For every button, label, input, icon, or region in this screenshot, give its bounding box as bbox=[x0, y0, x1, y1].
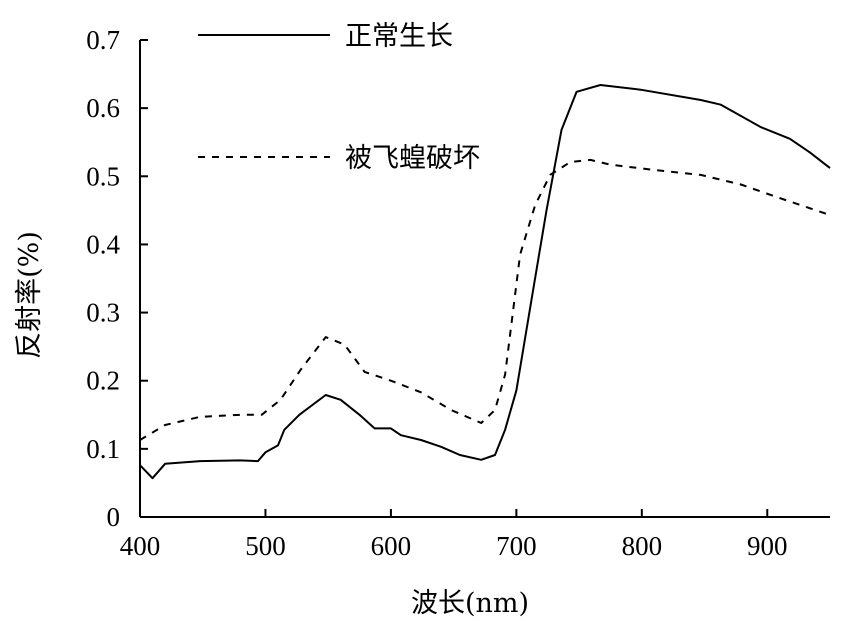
legend-label-normal: 正常生长 bbox=[345, 21, 453, 52]
y-tick-label: 0.7 bbox=[86, 25, 120, 55]
x-tick-label: 900 bbox=[747, 531, 788, 561]
y-tick-label: 0.2 bbox=[86, 366, 120, 396]
x-tick-label: 600 bbox=[371, 531, 412, 561]
x-tick-label: 800 bbox=[622, 531, 663, 561]
x-tick-label: 400 bbox=[120, 531, 161, 561]
y-tick-label: 0 bbox=[107, 502, 121, 532]
x-axis-label: 波长(nm) bbox=[411, 588, 529, 619]
y-tick-label: 0.3 bbox=[86, 298, 120, 328]
series-line-normal bbox=[139, 84, 831, 480]
y-tick-label: 0.4 bbox=[86, 229, 120, 259]
y-tick-label: 0.1 bbox=[86, 434, 120, 464]
legend: 正常生长 被飞蝗破坏 bbox=[198, 21, 480, 174]
legend-label-damaged: 被飞蝗破坏 bbox=[345, 143, 480, 174]
series-group bbox=[139, 84, 831, 480]
x-tick-label: 700 bbox=[496, 531, 537, 561]
series-line-damaged bbox=[139, 158, 831, 441]
y-tick-label: 0.5 bbox=[86, 161, 120, 191]
axes: 400 500 600 700 800 900 0 0.1 0.2 0.3 0.4 0.5 0.6 0.7 bbox=[86, 25, 830, 561]
y-tick-label: 0.6 bbox=[86, 93, 120, 123]
y-axis-label: 反射率(%) bbox=[14, 231, 45, 359]
x-tick-label: 500 bbox=[245, 531, 286, 561]
